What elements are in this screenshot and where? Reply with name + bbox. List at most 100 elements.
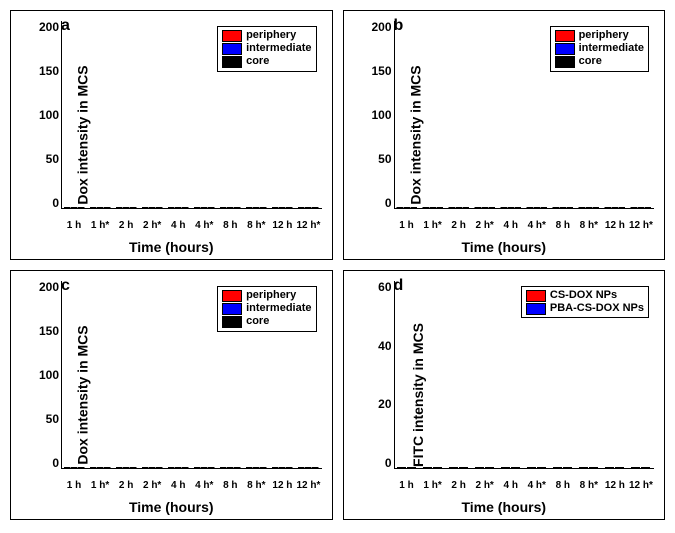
bar xyxy=(485,467,494,469)
bar xyxy=(449,207,455,209)
legend-label: core xyxy=(246,55,269,68)
legend-item: periphery xyxy=(222,289,311,302)
y-ticks: 0204060 xyxy=(372,281,392,469)
y-tick: 0 xyxy=(39,457,59,469)
bar-group xyxy=(602,207,628,209)
bar-group xyxy=(113,467,139,469)
bar xyxy=(305,207,311,209)
bar-group xyxy=(576,207,602,209)
bar xyxy=(645,207,651,209)
y-tick: 150 xyxy=(372,65,392,77)
bar xyxy=(589,467,598,469)
y-tick: 50 xyxy=(39,413,59,425)
bar xyxy=(142,207,148,209)
legend-label: periphery xyxy=(246,29,296,42)
bar xyxy=(142,467,148,469)
y-tick: 100 xyxy=(39,109,59,121)
bar xyxy=(104,467,110,469)
bar xyxy=(78,207,84,209)
bar xyxy=(130,207,136,209)
y-tick: 150 xyxy=(39,65,59,77)
x-tick: 8 h* xyxy=(243,220,269,231)
x-tick: 12 h xyxy=(269,480,295,491)
legend-swatch xyxy=(526,290,546,302)
bar-group xyxy=(420,467,446,469)
x-tick: 1 h xyxy=(394,220,420,231)
bar xyxy=(156,207,162,209)
bar xyxy=(411,207,417,209)
bar-group xyxy=(498,207,524,209)
bar xyxy=(286,467,292,469)
bar xyxy=(194,207,200,209)
bar xyxy=(501,207,507,209)
x-tick-labels: 1 h1 h*2 h2 h*4 h4 h*8 h8 h*12 h12 h* xyxy=(394,480,655,491)
x-tick: 2 h* xyxy=(472,220,498,231)
bar-group xyxy=(524,467,550,469)
x-tick: 12 h* xyxy=(295,480,321,491)
bar-group xyxy=(394,467,420,469)
x-tick: 2 h xyxy=(446,480,472,491)
bar xyxy=(175,467,181,469)
x-axis-label: Time (hours) xyxy=(461,499,546,515)
bar xyxy=(463,207,469,209)
bar xyxy=(149,207,155,209)
legend-label: core xyxy=(579,55,602,68)
bar-group xyxy=(576,467,602,469)
bar xyxy=(407,467,416,469)
bar xyxy=(182,207,188,209)
legend-swatch xyxy=(222,290,242,302)
bar xyxy=(619,207,625,209)
x-tick: 8 h* xyxy=(243,480,269,491)
legend-item: PBA-CS-DOX NPs xyxy=(526,302,644,315)
bar xyxy=(404,207,410,209)
bar xyxy=(220,207,226,209)
x-tick: 8 h* xyxy=(576,480,602,491)
bar xyxy=(78,467,84,469)
bar xyxy=(527,467,536,469)
bar-group xyxy=(165,207,191,209)
x-tick: 2 h xyxy=(113,220,139,231)
legend-swatch xyxy=(222,43,242,55)
bar xyxy=(208,207,214,209)
bar xyxy=(567,207,573,209)
bar-group xyxy=(139,207,165,209)
bar xyxy=(253,207,259,209)
bar xyxy=(449,467,458,469)
bar xyxy=(194,467,200,469)
legend-swatch xyxy=(555,56,575,68)
bar xyxy=(234,467,240,469)
bar xyxy=(64,207,70,209)
bar-group xyxy=(61,467,87,469)
bar xyxy=(305,467,311,469)
y-tick: 200 xyxy=(39,281,59,293)
x-tick: 4 h xyxy=(498,220,524,231)
bar xyxy=(515,207,521,209)
bar xyxy=(90,467,96,469)
legend: CS-DOX NPsPBA-CS-DOX NPs xyxy=(521,286,649,318)
bar xyxy=(508,207,514,209)
x-axis-label: Time (hours) xyxy=(129,239,214,255)
bar xyxy=(168,467,174,469)
bar xyxy=(593,207,599,209)
bar xyxy=(90,207,96,209)
legend-item: intermediate xyxy=(222,302,311,315)
legend-swatch xyxy=(222,56,242,68)
x-tick: 1 h xyxy=(61,480,87,491)
legend-label: periphery xyxy=(246,289,296,302)
x-tick: 4 h xyxy=(498,480,524,491)
bar xyxy=(631,207,637,209)
y-ticks: 050100150200 xyxy=(39,21,59,209)
legend-swatch xyxy=(555,30,575,42)
y-tick: 200 xyxy=(39,21,59,33)
x-tick: 8 h xyxy=(217,220,243,231)
legend-item: core xyxy=(555,55,644,68)
figure-grid: aDox intensity in MCSTime (hours)0501001… xyxy=(10,10,665,520)
plot-area: CS-DOX NPsPBA-CS-DOX NPs xyxy=(394,281,655,469)
legend-label: intermediate xyxy=(246,42,311,55)
bar xyxy=(430,207,436,209)
bar xyxy=(397,207,403,209)
bar xyxy=(563,467,572,469)
bar xyxy=(605,467,614,469)
bar xyxy=(208,467,214,469)
bar xyxy=(560,207,566,209)
